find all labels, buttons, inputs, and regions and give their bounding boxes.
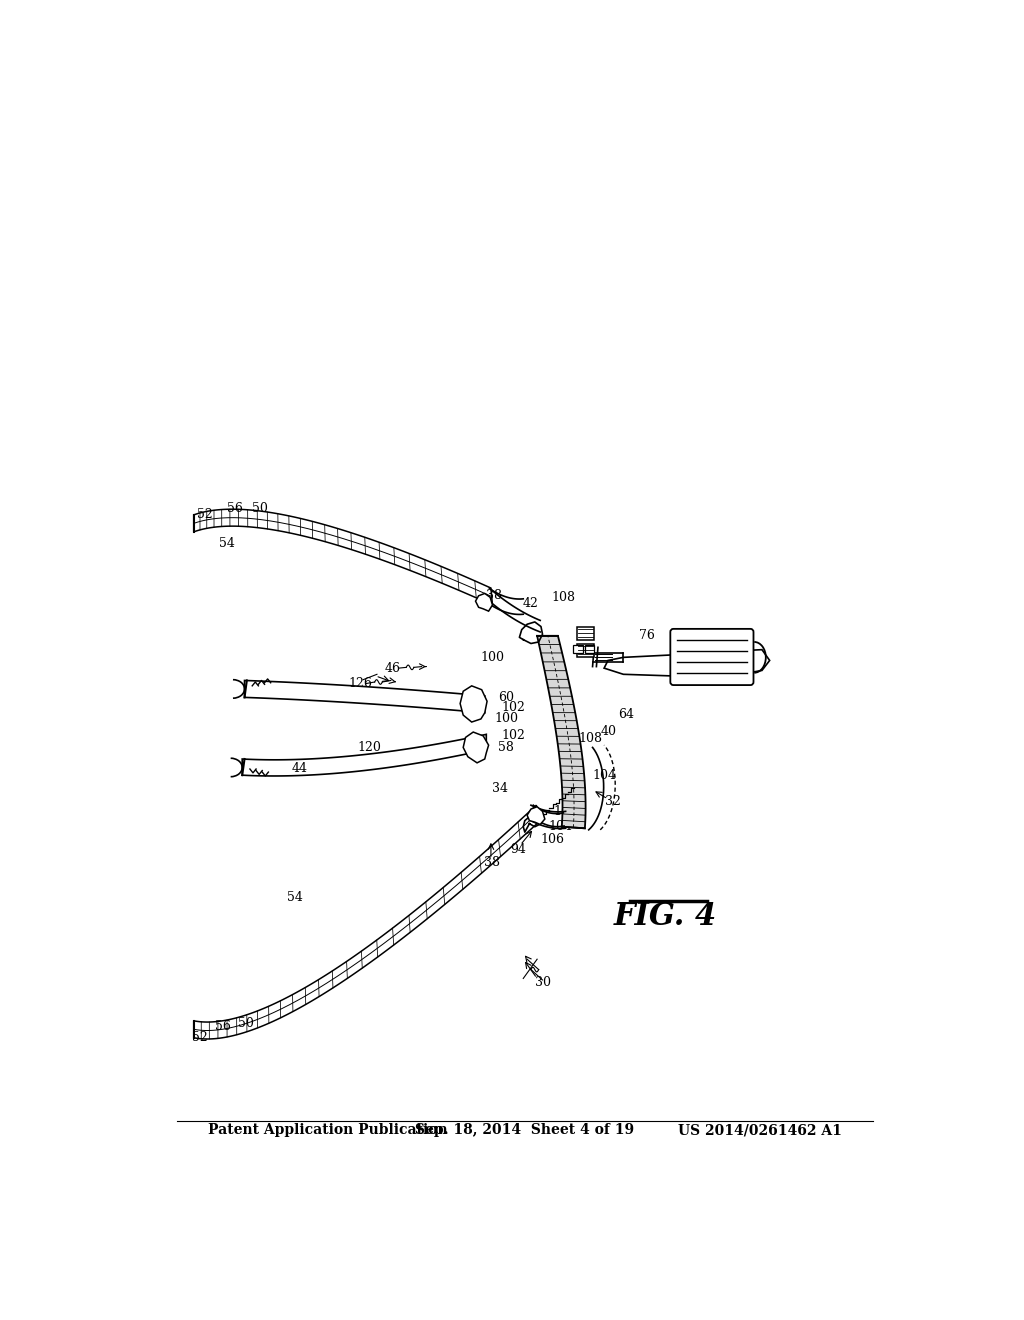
Bar: [578, 644, 594, 657]
Text: 34: 34: [493, 781, 508, 795]
Polygon shape: [538, 636, 586, 829]
Text: 38: 38: [484, 857, 501, 870]
Text: 50: 50: [239, 1018, 254, 1031]
Polygon shape: [604, 649, 770, 676]
Polygon shape: [527, 807, 545, 825]
Text: 52: 52: [197, 508, 212, 520]
Text: FIG. 4: FIG. 4: [614, 902, 718, 932]
Text: 120: 120: [357, 741, 381, 754]
Text: 56: 56: [226, 502, 243, 515]
Polygon shape: [463, 733, 488, 763]
Text: 54: 54: [219, 537, 234, 550]
Text: 40: 40: [601, 725, 616, 738]
Text: 52: 52: [191, 1031, 208, 1044]
Text: 104: 104: [593, 770, 616, 783]
Bar: [585, 645, 594, 653]
Text: 38: 38: [486, 589, 502, 602]
Text: 100: 100: [495, 713, 518, 726]
Text: 102: 102: [502, 730, 525, 742]
Text: 106: 106: [554, 805, 578, 818]
Polygon shape: [460, 686, 487, 722]
Text: 64: 64: [618, 708, 635, 721]
Text: 108: 108: [579, 731, 602, 744]
Text: 94: 94: [510, 842, 525, 855]
Polygon shape: [475, 594, 493, 611]
Text: 106: 106: [541, 833, 564, 846]
Text: 54: 54: [287, 891, 302, 904]
Text: 46: 46: [384, 661, 400, 675]
Polygon shape: [243, 734, 486, 776]
Polygon shape: [194, 805, 539, 1039]
Text: 58: 58: [499, 741, 514, 754]
Text: Patent Application Publication: Patent Application Publication: [208, 1123, 447, 1137]
Text: 56: 56: [215, 1020, 230, 1034]
Text: 60: 60: [499, 690, 514, 704]
Bar: [578, 627, 594, 640]
FancyBboxPatch shape: [671, 628, 754, 685]
Text: 108: 108: [551, 591, 575, 603]
Text: 30: 30: [535, 975, 551, 989]
Bar: [573, 645, 583, 653]
Polygon shape: [245, 681, 484, 713]
Text: 104: 104: [548, 820, 572, 833]
Text: 126: 126: [348, 677, 372, 690]
Text: 42: 42: [523, 597, 539, 610]
Text: 32: 32: [605, 795, 622, 808]
Text: US 2014/0261462 A1: US 2014/0261462 A1: [678, 1123, 842, 1137]
Text: 44: 44: [292, 762, 308, 775]
Text: 50: 50: [252, 502, 268, 515]
Text: Sep. 18, 2014  Sheet 4 of 19: Sep. 18, 2014 Sheet 4 of 19: [416, 1123, 634, 1137]
Polygon shape: [194, 510, 493, 605]
Text: 102: 102: [502, 701, 525, 714]
Text: 100: 100: [480, 651, 505, 664]
Text: 76: 76: [639, 630, 654, 643]
